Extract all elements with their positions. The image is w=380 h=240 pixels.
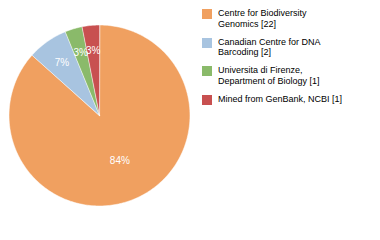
svg-text:84%: 84%	[110, 155, 130, 166]
html-text:Centre for Biodiversity Genomi: Centre for Biodiversity Genomics [22]	[218, 8, 307, 29]
html-text:Canadian Centre for DNA Barcod: Canadian Centre for DNA Barcoding [2]	[218, 36, 321, 58]
html-text:Universita di Firenze, Departm: Universita di Firenze, Department of Bio…	[218, 65, 320, 86]
html-text:Mined from GenBank, NCBI [1]: Mined from GenBank, NCBI [1]	[218, 93, 343, 104]
svg-text:3%: 3%	[73, 47, 88, 59]
svg-text:3%: 3%	[86, 45, 101, 56]
svg-text:7%: 7%	[55, 57, 70, 68]
